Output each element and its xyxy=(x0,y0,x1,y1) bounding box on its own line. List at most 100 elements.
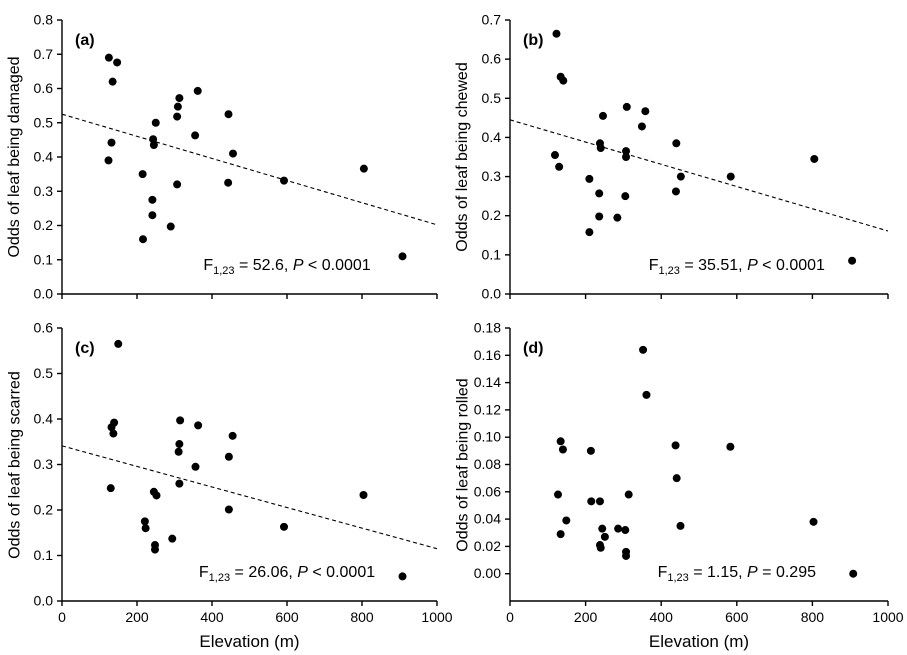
panel-b: 0.0 0.1 0.2 0.3 0.4 0.5 0.6 0.7 xyxy=(482,12,889,302)
y-tick-label: 0.3 xyxy=(34,183,54,199)
x-axis-title-right: Elevation (m) xyxy=(648,632,750,651)
y-tick-label: 0.4 xyxy=(34,411,54,427)
data-point xyxy=(104,156,113,165)
panel-a: 0.0 0.1 0.2 0.3 0.4 0.5 0.6 0.7 0.8 xyxy=(34,12,438,302)
y-tick-label: 0.4 xyxy=(34,149,54,165)
stat-p-symbol: P xyxy=(292,257,304,274)
data-point xyxy=(595,189,604,198)
data-point xyxy=(585,228,594,237)
regression-line xyxy=(61,113,438,226)
y-tick-label: 0.6 xyxy=(34,80,54,96)
panel-label-a: (a) xyxy=(75,32,95,49)
y-tick-label: 0.7 xyxy=(34,46,54,62)
data-point xyxy=(641,107,650,116)
data-point xyxy=(558,445,567,454)
data-point xyxy=(622,153,631,161)
data-point xyxy=(622,551,631,560)
data-point xyxy=(224,505,233,514)
x-tick-label: 200 xyxy=(574,609,598,625)
y-tick-label: 0.18 xyxy=(474,320,501,336)
data-point xyxy=(556,530,565,539)
data-point xyxy=(106,484,115,493)
data-point xyxy=(229,149,237,158)
y-tick-label: 0.10 xyxy=(474,429,501,445)
data-point xyxy=(224,178,233,187)
x-tick-label: 400 xyxy=(650,609,674,625)
data-point xyxy=(613,213,622,222)
y-tick-label: 0.14 xyxy=(474,374,501,390)
y-tick-label: 0.1 xyxy=(482,246,502,262)
data-point xyxy=(398,572,407,581)
y-tick-label: 0.8 xyxy=(34,12,54,28)
stat-f-subscript: 1,23 xyxy=(667,572,689,585)
y-tick-label: 0.4 xyxy=(482,129,502,145)
stat-f-value: = 26.06, xyxy=(230,564,298,581)
data-point xyxy=(280,522,288,531)
y-axis-title-rolled: Odds of leaf being rolled xyxy=(454,377,471,552)
stat-f-symbol: F xyxy=(648,257,659,274)
panel-c: 0 200 400 600 800 1000 0.0 0.1 0.2 0.3 0.4 0.5 0.6 xyxy=(34,320,453,626)
y-axis-title-damaged: Odds of leaf being damaged xyxy=(6,56,23,258)
x-tick-label: 800 xyxy=(801,609,825,625)
data-point xyxy=(621,526,630,535)
y-axis-title-chewed: Odds of leaf being chewed xyxy=(454,62,471,252)
data-point xyxy=(194,421,203,430)
data-point xyxy=(359,490,368,499)
data-point xyxy=(359,164,368,173)
stat-f-value: = 1.15, xyxy=(688,564,748,581)
panel-label-b: (b) xyxy=(523,32,544,49)
data-point xyxy=(726,442,735,451)
data-point xyxy=(168,534,177,543)
data-point xyxy=(550,151,559,160)
stat-f-symbol: F xyxy=(657,564,668,581)
y-tick-label: 0.2 xyxy=(34,217,54,233)
y-tick-label: 0.7 xyxy=(482,12,502,28)
data-point xyxy=(586,446,595,455)
y-tick-label: 0.16 xyxy=(474,347,501,363)
x-tick-label: 400 xyxy=(200,609,224,625)
data-point xyxy=(556,437,565,446)
stat-f-subscript: 1,23 xyxy=(208,572,231,585)
x-tick-label: 1000 xyxy=(872,609,903,625)
data-point xyxy=(637,122,646,131)
data-point xyxy=(110,418,119,427)
data-point xyxy=(173,112,182,121)
y-tick-label: 0.6 xyxy=(34,320,54,336)
data-point xyxy=(224,110,233,119)
stat-p-value: < 0.0001 xyxy=(307,564,376,581)
data-point xyxy=(175,440,184,449)
data-point xyxy=(108,77,117,86)
y-tick-label: 0.2 xyxy=(34,502,54,518)
stat-f-value: = 52.6, xyxy=(234,257,293,274)
data-point xyxy=(173,180,182,189)
data-point xyxy=(621,192,630,201)
data-point xyxy=(600,532,609,541)
data-point xyxy=(554,490,563,499)
stat-f-symbol: F xyxy=(203,257,214,274)
panel-label-c: (c) xyxy=(75,340,95,357)
y-tick-label: 0.5 xyxy=(482,90,502,106)
y-tick-label: 0.08 xyxy=(474,456,501,472)
stats-annotation-c: F1,23 = 26.06, P < 0.0001 xyxy=(199,564,375,584)
data-point xyxy=(595,497,604,506)
y-tick-label: 0.1 xyxy=(34,547,54,563)
y-tick-label: 0.3 xyxy=(34,456,54,472)
data-point xyxy=(562,516,571,525)
data-point xyxy=(152,491,161,500)
data-point xyxy=(139,235,147,244)
y-tick-label: 0.0 xyxy=(482,286,502,302)
stat-f-value: = 35.51, xyxy=(679,257,748,274)
data-point xyxy=(175,94,184,103)
data-point xyxy=(598,111,607,120)
stats-annotation-d: F1,23 = 1.15, P = 0.295 xyxy=(658,564,816,584)
data-point xyxy=(140,517,149,526)
data-point xyxy=(809,517,818,526)
y-tick-label: 0.5 xyxy=(34,365,54,381)
y-axis-title-scarred: Odds of leaf being scarred xyxy=(6,370,23,559)
x-tick-label: 800 xyxy=(350,609,374,625)
data-point xyxy=(149,135,158,144)
data-point xyxy=(114,339,123,348)
data-point xyxy=(671,187,680,196)
data-point xyxy=(191,462,200,471)
